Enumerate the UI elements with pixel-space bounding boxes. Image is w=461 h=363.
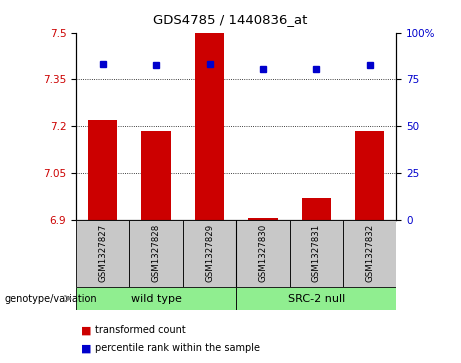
- Text: SRC-2 null: SRC-2 null: [288, 294, 345, 303]
- FancyBboxPatch shape: [183, 220, 236, 287]
- Bar: [355, 131, 384, 220]
- Text: GSM1327830: GSM1327830: [259, 224, 267, 282]
- FancyBboxPatch shape: [76, 220, 130, 287]
- Bar: [142, 131, 171, 220]
- FancyBboxPatch shape: [290, 220, 343, 287]
- Text: wild type: wild type: [131, 294, 182, 303]
- Text: GSM1327832: GSM1327832: [365, 224, 374, 282]
- FancyBboxPatch shape: [76, 287, 236, 310]
- FancyBboxPatch shape: [130, 220, 183, 287]
- Text: GSM1327827: GSM1327827: [98, 224, 107, 282]
- Text: percentile rank within the sample: percentile rank within the sample: [95, 343, 260, 354]
- Text: GSM1327831: GSM1327831: [312, 224, 321, 282]
- Text: GSM1327828: GSM1327828: [152, 224, 161, 282]
- Text: GDS4785 / 1440836_at: GDS4785 / 1440836_at: [154, 13, 307, 26]
- Text: transformed count: transformed count: [95, 325, 185, 335]
- FancyBboxPatch shape: [343, 220, 396, 287]
- Bar: [195, 33, 224, 220]
- Text: genotype/variation: genotype/variation: [5, 294, 97, 303]
- Bar: [301, 198, 331, 220]
- Bar: [248, 218, 278, 220]
- Bar: [88, 120, 118, 220]
- Text: GSM1327829: GSM1327829: [205, 224, 214, 282]
- FancyBboxPatch shape: [236, 287, 396, 310]
- Text: ■: ■: [81, 325, 91, 335]
- Text: ■: ■: [81, 343, 91, 354]
- FancyBboxPatch shape: [236, 220, 290, 287]
